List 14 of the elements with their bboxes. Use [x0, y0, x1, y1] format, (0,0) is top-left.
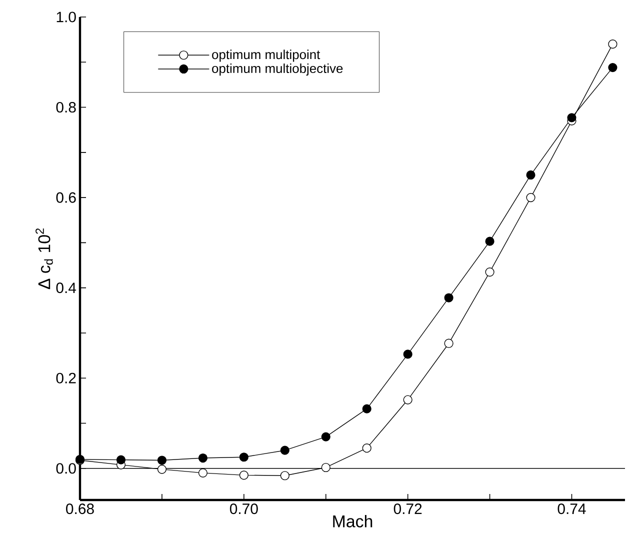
y-tick-label: 1.0	[56, 12, 76, 22]
y-axis-title: Δ c$_{d}$ 10$^{2}$	[36, 228, 53, 290]
x-tick-label: 0.74	[558, 504, 586, 514]
y-tick-label: 0.0	[56, 463, 76, 474]
legend-label: optimum multipoint	[212, 50, 320, 62]
y-tick-label: 0.6	[56, 192, 76, 203]
x-tick-label: 0.68	[66, 504, 94, 514]
x-tick-label: 0.72	[394, 504, 422, 514]
legend-label: optimum multiobjective	[212, 64, 343, 76]
y-tick-label: 0.8	[56, 102, 76, 113]
x-axis-title: Mach	[333, 514, 372, 528]
y-tick-label: 0.4	[56, 282, 76, 294]
y-tick-label: 0.2	[56, 372, 76, 384]
x-tick-label: 0.70	[230, 504, 258, 514]
